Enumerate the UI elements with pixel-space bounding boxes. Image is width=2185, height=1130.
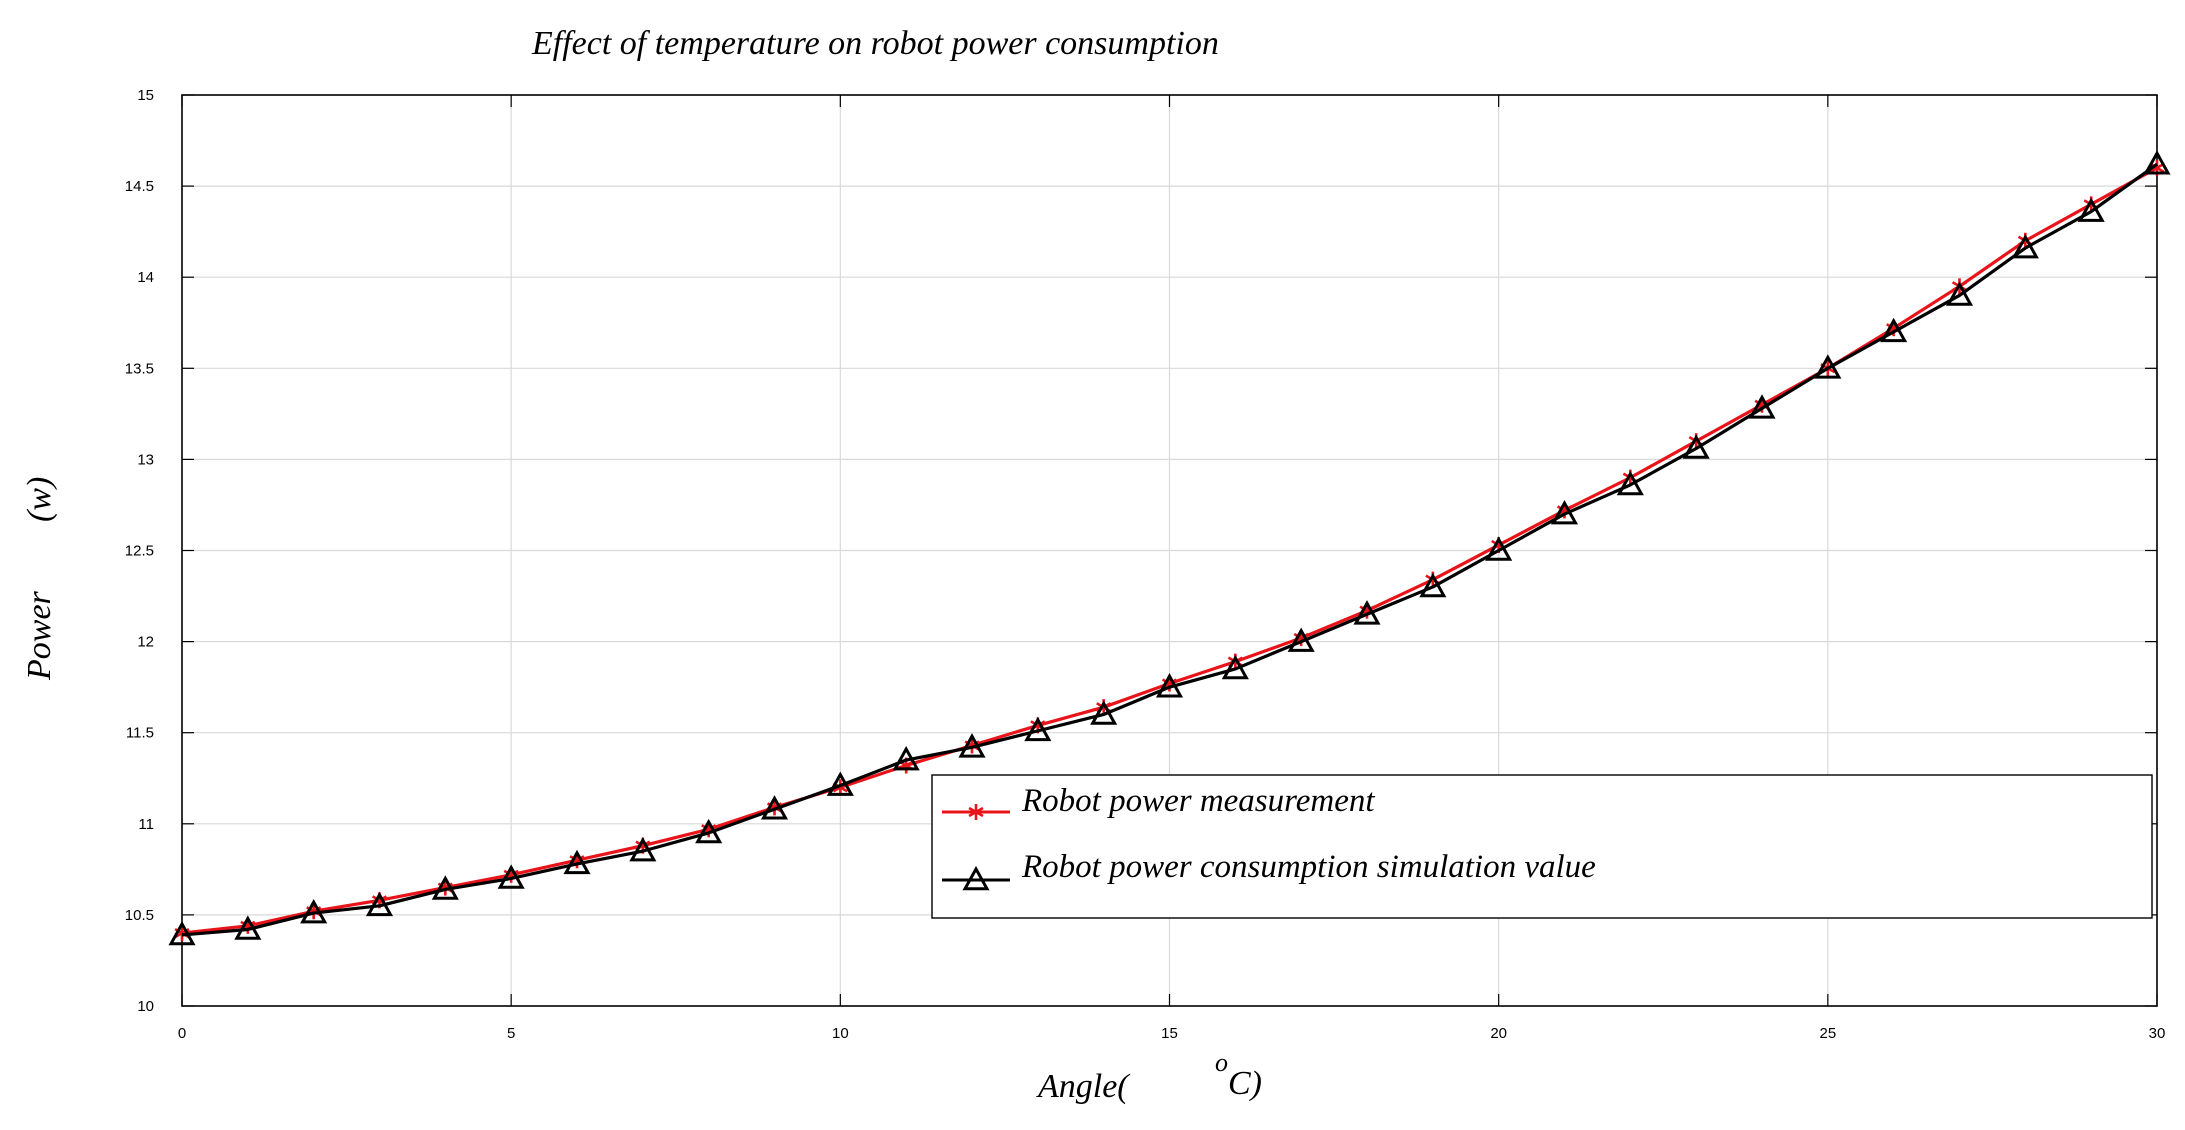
legend: Robot power measurement Robot power cons…	[931, 774, 2153, 919]
y-tick-label: 14.5	[125, 178, 154, 195]
data-point-triangle	[1945, 281, 1974, 306]
data-point-triangle	[497, 864, 525, 889]
data-point-triangle	[563, 849, 591, 875]
legend-label-measurement: Robot power measurement	[1021, 783, 1375, 819]
data-point-triangle	[958, 733, 986, 758]
series-line	[181, 162, 2158, 937]
y-axis-label-unit: (w)	[21, 477, 58, 522]
legend-label-simulation: Robot power consumption simulation value	[1021, 849, 1596, 885]
series-simulation	[168, 150, 2171, 946]
data-point-triangle	[629, 837, 657, 862]
y-tick-label: 10.5	[125, 907, 154, 924]
legend-entry-simulation: Robot power consumption simulation value	[942, 849, 1596, 891]
data-point-triangle	[962, 865, 990, 891]
x-tick-label: 5	[507, 1025, 515, 1042]
data-point-triangle	[431, 875, 459, 900]
y-tick-label: 11.5	[126, 725, 154, 742]
y-tick-label: 12	[137, 634, 154, 651]
y-tick-label: 13	[137, 451, 154, 468]
data-point-triangle	[2077, 197, 2105, 222]
x-tick-label: 25	[1819, 1025, 1836, 1042]
y-tick-labels: 10 10.5 11 11.5 12 12.5 13 13.5 14 14.5 15	[125, 87, 154, 1015]
data-point-triangle	[1155, 673, 1184, 698]
data-point-asterisk	[968, 804, 984, 820]
y-tick-label: 15	[137, 87, 154, 104]
data-point-triangle	[826, 771, 854, 796]
data-point-triangle	[2011, 233, 2039, 259]
x-tick-label: 30	[2149, 1025, 2166, 1042]
x-axis-label: Angle(	[1036, 1068, 1131, 1105]
chart-title: Effect of temperature on robot power con…	[531, 25, 1219, 62]
data-point-triangle	[1682, 434, 1710, 459]
data-point-triangle	[1353, 600, 1381, 625]
data-point-triangle	[300, 898, 328, 924]
legend-box	[931, 774, 2153, 919]
y-axis-label: Power	[21, 590, 58, 681]
y-tick-label: 13.5	[125, 360, 154, 377]
axis-ticks	[181, 94, 2158, 1007]
legend-entry-measurement: Robot power measurement	[942, 783, 1375, 820]
data-point-triangle	[1024, 716, 1052, 742]
data-point-triangle	[2143, 150, 2171, 175]
data-point-triangle	[892, 745, 920, 771]
x-tick-label: 10	[832, 1025, 849, 1042]
x-tick-label: 0	[178, 1025, 186, 1042]
data-point-triangle	[365, 891, 394, 917]
y-tick-label: 10	[137, 998, 154, 1015]
series-layer	[168, 150, 2171, 946]
data-point-triangle	[168, 920, 196, 946]
x-axis-label-superscript: o	[1215, 1048, 1228, 1077]
y-tick-label: 12.5	[125, 543, 154, 560]
data-point-triangle	[1090, 700, 1118, 725]
data-point-triangle	[1880, 317, 1908, 343]
legend-marker-measurement	[968, 804, 984, 820]
data-point-triangle	[1550, 499, 1579, 525]
data-point-triangle	[1221, 654, 1249, 680]
data-point-triangle	[1485, 536, 1513, 561]
data-point-triangle	[234, 915, 262, 940]
data-point-triangle	[1616, 470, 1644, 496]
x-tick-label: 20	[1490, 1025, 1507, 1042]
x-tick-label: 15	[1161, 1025, 1178, 1042]
data-point-triangle	[1814, 354, 1842, 379]
data-point-triangle	[760, 795, 789, 820]
data-point-triangle	[1287, 627, 1315, 652]
y-tick-label: 14	[137, 269, 154, 286]
y-tick-label: 11	[138, 816, 154, 833]
x-tick-labels: 0 5 10 15 20 25 30	[178, 1025, 2166, 1042]
data-point-triangle	[1748, 394, 1776, 419]
data-point-triangle	[1419, 572, 1447, 598]
x-axis-label-unit: C)	[1228, 1065, 1262, 1102]
data-point-triangle	[695, 818, 723, 844]
legend-marker-simulation	[962, 865, 990, 891]
